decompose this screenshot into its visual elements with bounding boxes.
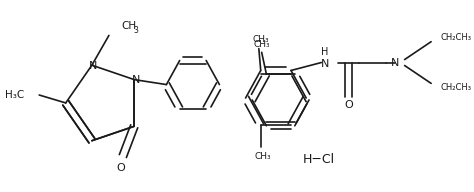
Text: 3: 3 (134, 26, 138, 35)
Text: CH₂CH₃: CH₂CH₃ (441, 83, 472, 92)
Text: CH₃: CH₃ (255, 152, 271, 161)
Text: CH₂CH₃: CH₂CH₃ (441, 33, 472, 42)
Text: CH₃: CH₃ (253, 35, 269, 44)
Text: N: N (391, 58, 399, 68)
Text: N: N (321, 59, 329, 69)
Text: N: N (89, 61, 97, 71)
Text: N: N (132, 75, 140, 85)
Text: CH₃: CH₃ (254, 40, 270, 49)
Text: O: O (345, 100, 353, 110)
Text: H: H (321, 47, 329, 57)
Text: CH: CH (121, 22, 137, 31)
Text: H−Cl: H−Cl (302, 153, 335, 166)
Text: O: O (117, 163, 125, 173)
Text: H₃C: H₃C (5, 90, 24, 100)
